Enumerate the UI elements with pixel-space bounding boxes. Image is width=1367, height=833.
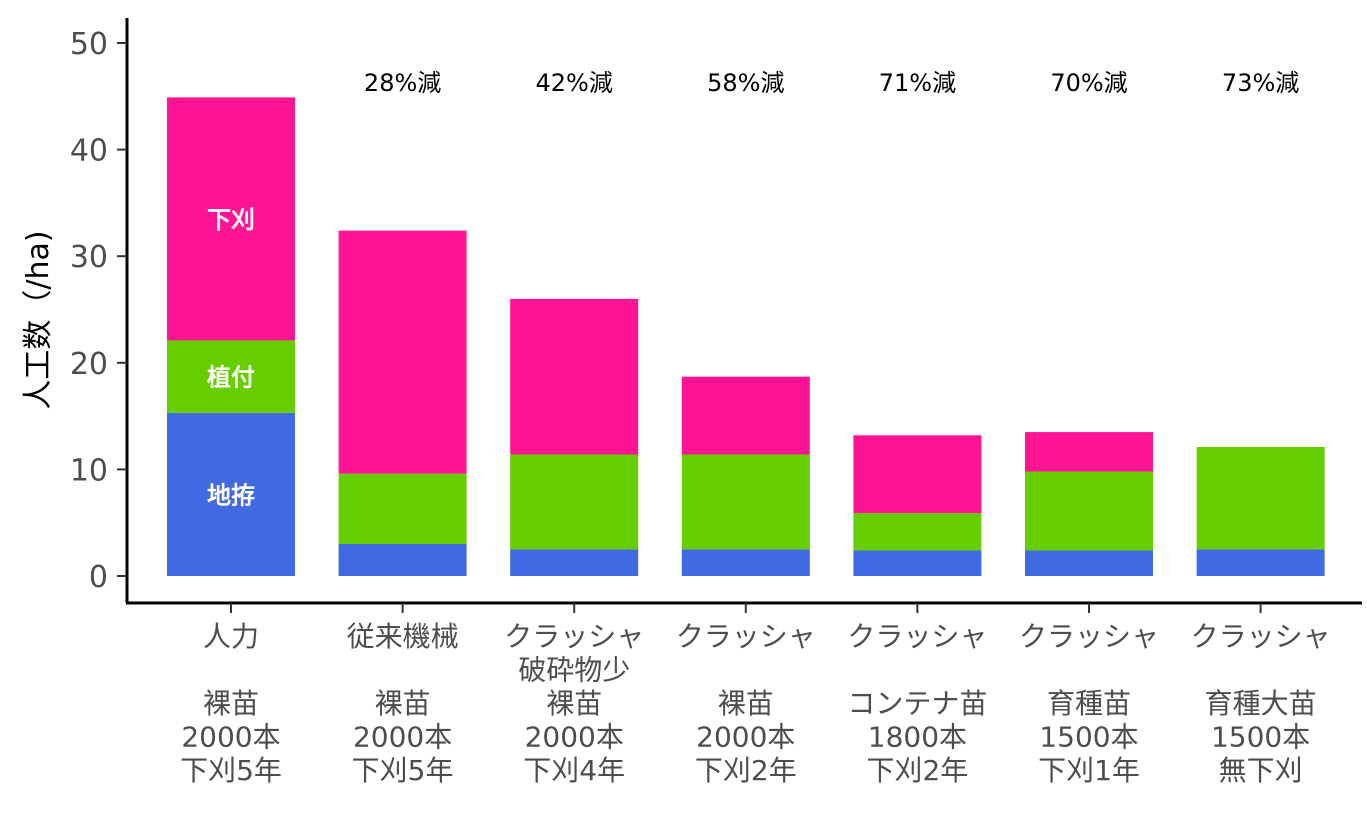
x-tick-label: 2000本: [696, 721, 795, 754]
y-tick-label: 10: [70, 453, 108, 488]
bar-segment: [681, 454, 810, 550]
x-tick-label: クラッシャ: [676, 620, 816, 653]
reduction-label: 71%減: [879, 69, 956, 97]
x-tick-label: 人力: [203, 620, 259, 653]
x-tick-label: クラッシャ: [1191, 620, 1331, 653]
bar-segment: [1025, 471, 1153, 551]
bar-segment: [1025, 550, 1153, 576]
y-tick-label: 50: [70, 27, 108, 62]
reduction-label: 73%減: [1222, 69, 1299, 97]
x-tick-label: 2000本: [353, 721, 452, 754]
bar-segment: [853, 513, 982, 551]
segment-label: 植付: [207, 364, 255, 392]
x-tick-label: 裸苗: [375, 687, 431, 720]
bar-segment: [167, 412, 295, 576]
x-tick-label: 下刈5年: [352, 754, 454, 787]
x-tick-label: 下刈5年: [180, 754, 282, 787]
x-tick-label: 1500本: [1211, 721, 1310, 754]
y-tick-label: 40: [70, 134, 108, 169]
x-tick-label: 裸苗: [203, 687, 259, 720]
bar-segment: [510, 298, 639, 455]
reduction-label: 42%減: [536, 69, 613, 97]
x-tick-label: クラッシャ: [1019, 620, 1159, 653]
y-axis-ticks: 0 10 20 30 40 50: [70, 27, 127, 595]
y-tick-label: 20: [70, 347, 108, 382]
reduction-label: 28%減: [364, 69, 441, 97]
x-tick-label: 1800本: [868, 721, 967, 754]
x-tick-label: 育種苗: [1047, 687, 1131, 720]
bar-segment: [167, 97, 295, 341]
bar-segment: [1196, 447, 1325, 550]
x-tick-label: 2000本: [525, 721, 624, 754]
y-tick-label: 30: [70, 240, 108, 275]
segment-label: 地拵: [207, 481, 255, 509]
bar-segment: [681, 549, 810, 576]
segment-label: 下刈: [207, 206, 255, 234]
bar-segment: [681, 376, 810, 455]
x-tick-label: 無下刈: [1219, 754, 1303, 787]
x-tick-label: 裸苗: [718, 687, 774, 720]
x-tick-label: 下刈1年: [1038, 754, 1140, 787]
bar-segment: [338, 473, 467, 545]
y-axis-label: 人工数（/ha): [21, 230, 56, 409]
x-axis-ticks: 人力裸苗2000本下刈5年従来機械裸苗2000本下刈5年クラッシャ破砕物少裸苗2…: [180, 603, 1331, 787]
x-tick-label: 従来機械: [347, 620, 459, 653]
bar-segment: [853, 550, 982, 576]
x-tick-label: クラッシャ: [847, 620, 987, 653]
bar-segment: [338, 230, 467, 474]
bar-segment: [510, 454, 639, 550]
bar-segment: [510, 549, 639, 576]
x-tick-label: コンテナ苗: [847, 687, 987, 720]
x-tick-label: 下刈2年: [695, 754, 797, 787]
bar-segment: [1025, 432, 1153, 472]
reduction-label: 58%減: [707, 69, 784, 97]
x-tick-label: 破砕物少: [518, 654, 630, 687]
bar-segment: [338, 544, 467, 576]
x-tick-label: 下刈2年: [866, 754, 968, 787]
x-tick-label: 下刈4年: [523, 754, 625, 787]
x-tick-label: 裸苗: [546, 687, 602, 720]
x-tick-label: 2000本: [181, 721, 280, 754]
reduction-label: 70%減: [1050, 69, 1127, 97]
y-tick-label: 0: [89, 560, 108, 595]
x-tick-label: 育種大苗: [1205, 687, 1317, 720]
x-tick-label: 1500本: [1039, 721, 1138, 754]
bar-segment: [1196, 549, 1325, 576]
reduction-annotations: 28%減 42%減 58%減 71%減 70%減 73%減: [364, 69, 1299, 97]
x-tick-label: クラッシャ: [504, 620, 644, 653]
bar-segment: [853, 435, 982, 514]
bar-segment: [167, 340, 295, 413]
bars-layer: [167, 97, 1325, 576]
